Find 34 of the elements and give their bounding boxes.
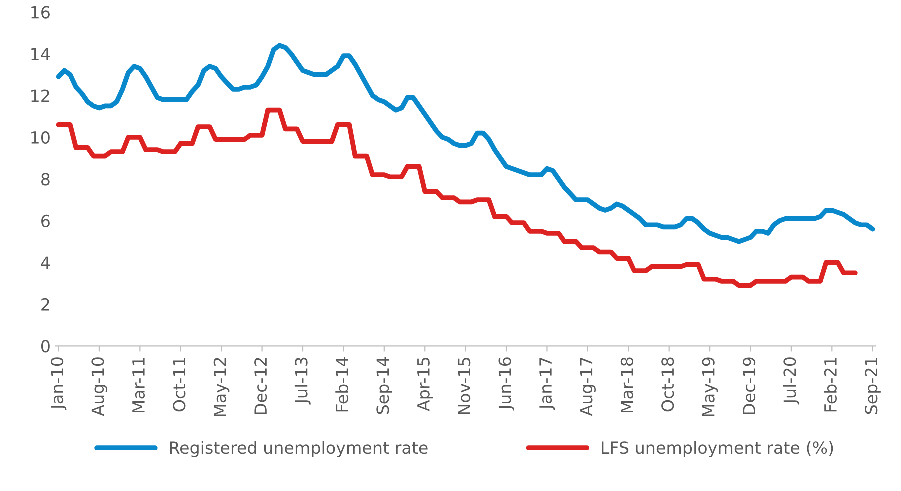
x-tick-label: Apr-15 [418,358,434,412]
x-tick-label: May-19 [702,358,718,416]
y-tick-label: 10 [32,131,50,144]
x-tick-label: Sep-21 [865,358,881,414]
x-tick-label: Jul-20 [783,358,800,405]
y-tick-label: 4 [41,256,50,270]
y-tick-label: 14 [32,48,50,60]
x-tick-label: Jul-13 [294,358,311,405]
x-tick-label: Feb-14 [336,358,349,412]
line-series [56,43,876,244]
y-tick-label: 12 [32,90,50,102]
line-series [56,108,858,288]
x-tick-label: Mar-11 [132,358,146,413]
y-tick-label: 0 [41,340,50,353]
x-tick-label: Sep-14 [376,358,392,414]
legend-label: LFS unemployment rate (%) [602,441,834,458]
x-tick-label: Dec-19 [742,358,756,414]
x-tick-label: Jan-10 [51,358,67,410]
x-tick-label: Oct-18 [662,358,674,412]
y-tick-label: 2 [42,298,50,311]
legend-label: Registered unemployment rate [170,441,428,458]
y-tick-label: 8 [42,173,50,186]
x-tick-label: May-12 [214,358,230,416]
x-tick-label: Dec-12 [254,358,268,414]
y-tick-label: 16 [32,6,50,19]
x-tick-label: Feb-21 [824,358,837,412]
y-tick-label: 6 [42,214,50,228]
x-tick-label: Aug-17 [580,358,596,416]
x-tick-label: Jun-16 [498,358,514,411]
x-tick-label: Oct-11 [173,358,186,412]
x-tick-label: Aug-10 [92,358,108,416]
x-tick-label: Mar-18 [620,358,634,413]
x-tick-label: Nov-15 [458,358,471,414]
x-tick-label: Jan-17 [540,358,556,410]
